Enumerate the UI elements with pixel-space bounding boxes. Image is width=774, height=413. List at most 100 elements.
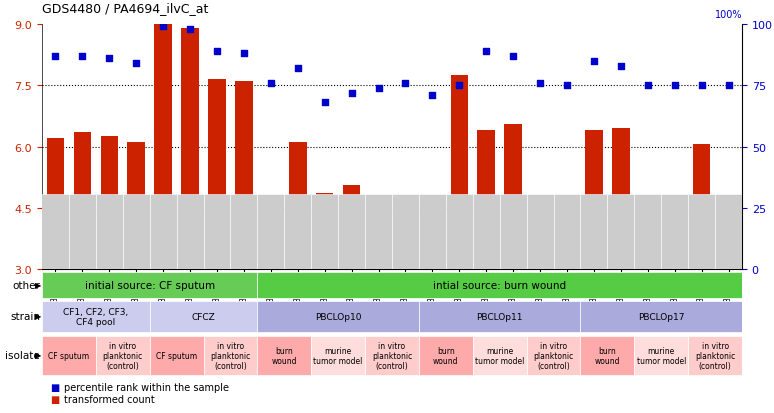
- Text: 100%: 100%: [714, 10, 742, 20]
- Point: [642, 83, 654, 89]
- Bar: [149, 336, 204, 375]
- Text: burn
wound: burn wound: [272, 346, 297, 366]
- Bar: [289, 143, 307, 269]
- Text: PBCLOp11: PBCLOp11: [477, 312, 523, 321]
- Bar: [580, 301, 742, 332]
- Bar: [258, 195, 284, 269]
- Bar: [176, 195, 204, 269]
- Bar: [580, 195, 608, 269]
- Bar: [343, 186, 361, 269]
- Bar: [311, 195, 338, 269]
- Point: [561, 83, 574, 89]
- Text: burn
wound: burn wound: [594, 346, 620, 366]
- Bar: [370, 200, 387, 269]
- Bar: [661, 195, 688, 269]
- Bar: [478, 131, 495, 269]
- Point: [345, 90, 358, 97]
- Point: [426, 93, 439, 99]
- Text: murine
tumor model: murine tumor model: [475, 346, 524, 366]
- Bar: [208, 80, 226, 269]
- Point: [184, 26, 197, 33]
- Text: in vitro
planktonic
(control): in vitro planktonic (control): [533, 341, 574, 370]
- Bar: [473, 195, 500, 269]
- Bar: [423, 202, 441, 269]
- Bar: [258, 301, 419, 332]
- Bar: [450, 76, 468, 269]
- Point: [480, 48, 492, 55]
- Text: CF sputum: CF sputum: [48, 351, 90, 360]
- Point: [669, 83, 681, 89]
- Point: [238, 51, 250, 57]
- Text: ▶: ▶: [35, 312, 41, 321]
- Bar: [720, 204, 738, 269]
- Bar: [558, 200, 576, 269]
- Text: ■: ■: [50, 382, 59, 392]
- Bar: [531, 202, 549, 269]
- Bar: [204, 336, 258, 375]
- Bar: [397, 198, 414, 269]
- Text: ■: ■: [50, 394, 59, 404]
- Bar: [42, 301, 149, 332]
- Bar: [338, 195, 365, 269]
- Point: [722, 83, 735, 89]
- Bar: [505, 125, 522, 269]
- Bar: [181, 29, 199, 269]
- Text: CFCZ: CFCZ: [192, 312, 215, 321]
- Bar: [42, 195, 69, 269]
- Bar: [612, 129, 629, 269]
- Point: [157, 24, 170, 31]
- Bar: [500, 195, 526, 269]
- Text: CF sputum: CF sputum: [156, 351, 197, 360]
- Bar: [42, 273, 258, 298]
- Point: [265, 80, 277, 87]
- Bar: [365, 195, 392, 269]
- Point: [534, 80, 546, 87]
- Bar: [585, 131, 603, 269]
- Bar: [101, 137, 118, 269]
- Bar: [262, 206, 279, 269]
- Bar: [688, 336, 742, 375]
- Bar: [639, 204, 656, 269]
- Bar: [635, 336, 688, 375]
- Text: ▶: ▶: [35, 281, 41, 290]
- Text: initial source: CF sputum: initial source: CF sputum: [84, 280, 214, 290]
- Text: murine
tumor model: murine tumor model: [636, 346, 686, 366]
- Point: [453, 83, 465, 89]
- Bar: [553, 195, 580, 269]
- Bar: [365, 336, 419, 375]
- Text: in vitro
planktonic
(control): in vitro planktonic (control): [103, 341, 143, 370]
- Text: other: other: [12, 280, 40, 290]
- Bar: [42, 336, 96, 375]
- Bar: [46, 139, 64, 269]
- Bar: [154, 25, 172, 269]
- Text: GDS4480 / PA4694_ilvC_at: GDS4480 / PA4694_ilvC_at: [42, 2, 208, 15]
- Bar: [231, 195, 258, 269]
- Bar: [666, 206, 683, 269]
- Text: in vitro
planktonic
(control): in vitro planktonic (control): [695, 341, 735, 370]
- Bar: [316, 194, 334, 269]
- Text: PBCLOp10: PBCLOp10: [315, 312, 361, 321]
- Bar: [419, 195, 446, 269]
- Bar: [258, 273, 742, 298]
- Bar: [128, 143, 145, 269]
- Bar: [284, 195, 311, 269]
- Bar: [311, 336, 365, 375]
- Bar: [149, 301, 258, 332]
- Text: CF1, CF2, CF3,
CF4 pool: CF1, CF2, CF3, CF4 pool: [63, 307, 128, 326]
- Point: [76, 53, 88, 60]
- Bar: [123, 195, 149, 269]
- Bar: [608, 195, 635, 269]
- Bar: [258, 336, 311, 375]
- Text: murine
tumor model: murine tumor model: [313, 346, 363, 366]
- Point: [615, 63, 627, 70]
- Bar: [149, 195, 176, 269]
- Point: [587, 58, 600, 65]
- Bar: [580, 336, 635, 375]
- Bar: [688, 195, 715, 269]
- Text: in vitro
planktonic
(control): in vitro planktonic (control): [211, 341, 251, 370]
- Point: [507, 53, 519, 60]
- Text: PBCLOp17: PBCLOp17: [638, 312, 684, 321]
- Bar: [526, 195, 553, 269]
- Point: [372, 85, 385, 92]
- Bar: [419, 336, 473, 375]
